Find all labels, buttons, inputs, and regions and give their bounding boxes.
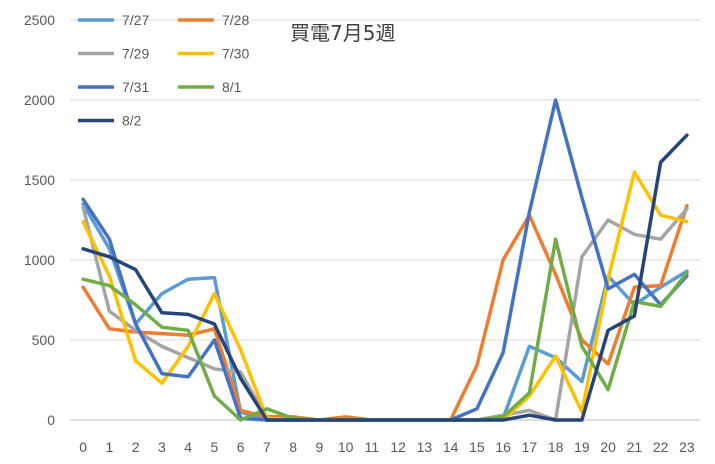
x-tick-label: 14	[443, 439, 459, 455]
legend-item: 7/27	[78, 12, 149, 28]
x-tick-label: 0	[79, 439, 87, 455]
chart-title: 買電7月5週	[290, 21, 395, 45]
x-tick-label: 4	[184, 439, 192, 455]
x-tick-label: 21	[627, 439, 643, 455]
x-tick-label: 8	[289, 439, 297, 455]
x-tick-label: 17	[522, 439, 538, 455]
gridlines	[70, 19, 700, 421]
legend-item: 8/1	[178, 79, 242, 95]
x-tick-label: 22	[653, 439, 669, 455]
x-tick-label: 15	[469, 439, 485, 455]
x-tick-label: 7	[263, 439, 271, 455]
legend-item: 7/29	[78, 46, 149, 62]
x-tick-label: 16	[495, 439, 511, 455]
y-tick-label: 1000	[24, 252, 55, 268]
x-tick-label: 9	[315, 439, 323, 455]
legend-label: 8/2	[122, 113, 142, 129]
x-tick-label: 20	[600, 439, 616, 455]
legend-item: 8/2	[78, 113, 142, 129]
x-axis-tick-labels: 0 1 2 3 4 5 6 7 8 9 10 11 12 13 14 15 16 17 18 19 20 21 22 23	[79, 439, 695, 455]
x-tick-label: 19	[574, 439, 590, 455]
x-tick-label: 2	[132, 439, 140, 455]
x-tick-label: 12	[390, 439, 406, 455]
series-line-8-2	[81, 133, 689, 422]
legend-label: 7/27	[122, 12, 149, 28]
legend-label: 7/30	[222, 46, 249, 62]
x-tick-label: 18	[548, 439, 564, 455]
y-tick-label: 500	[32, 332, 56, 348]
x-tick-label: 10	[338, 439, 354, 455]
x-tick-label: 6	[237, 439, 245, 455]
x-tick-label: 23	[679, 439, 695, 455]
legend-item: 7/30	[178, 46, 249, 62]
x-tick-label: 13	[417, 439, 433, 455]
legend: 7/27 7/28 7/29 7/30 7/31 8/1 8/2	[78, 12, 249, 129]
y-tick-label: 2000	[24, 92, 55, 108]
y-axis-tick-labels: 0 500 1000 1500 2000 2500	[24, 12, 55, 428]
x-tick-label: 1	[105, 439, 113, 455]
x-tick-label: 11	[365, 439, 380, 455]
legend-item: 7/31	[78, 79, 149, 95]
x-tick-label: 3	[158, 439, 166, 455]
legend-label: 7/31	[122, 79, 149, 95]
legend-label: 8/1	[222, 79, 242, 95]
legend-item: 7/28	[178, 12, 249, 28]
series-line-7-30	[81, 170, 689, 422]
series-lines	[81, 98, 689, 422]
legend-label: 7/29	[122, 46, 149, 62]
y-tick-label: 2500	[24, 12, 55, 28]
y-tick-label: 0	[47, 412, 55, 428]
legend-label: 7/28	[222, 12, 249, 28]
y-tick-label: 1500	[24, 172, 55, 188]
x-tick-label: 5	[210, 439, 218, 455]
